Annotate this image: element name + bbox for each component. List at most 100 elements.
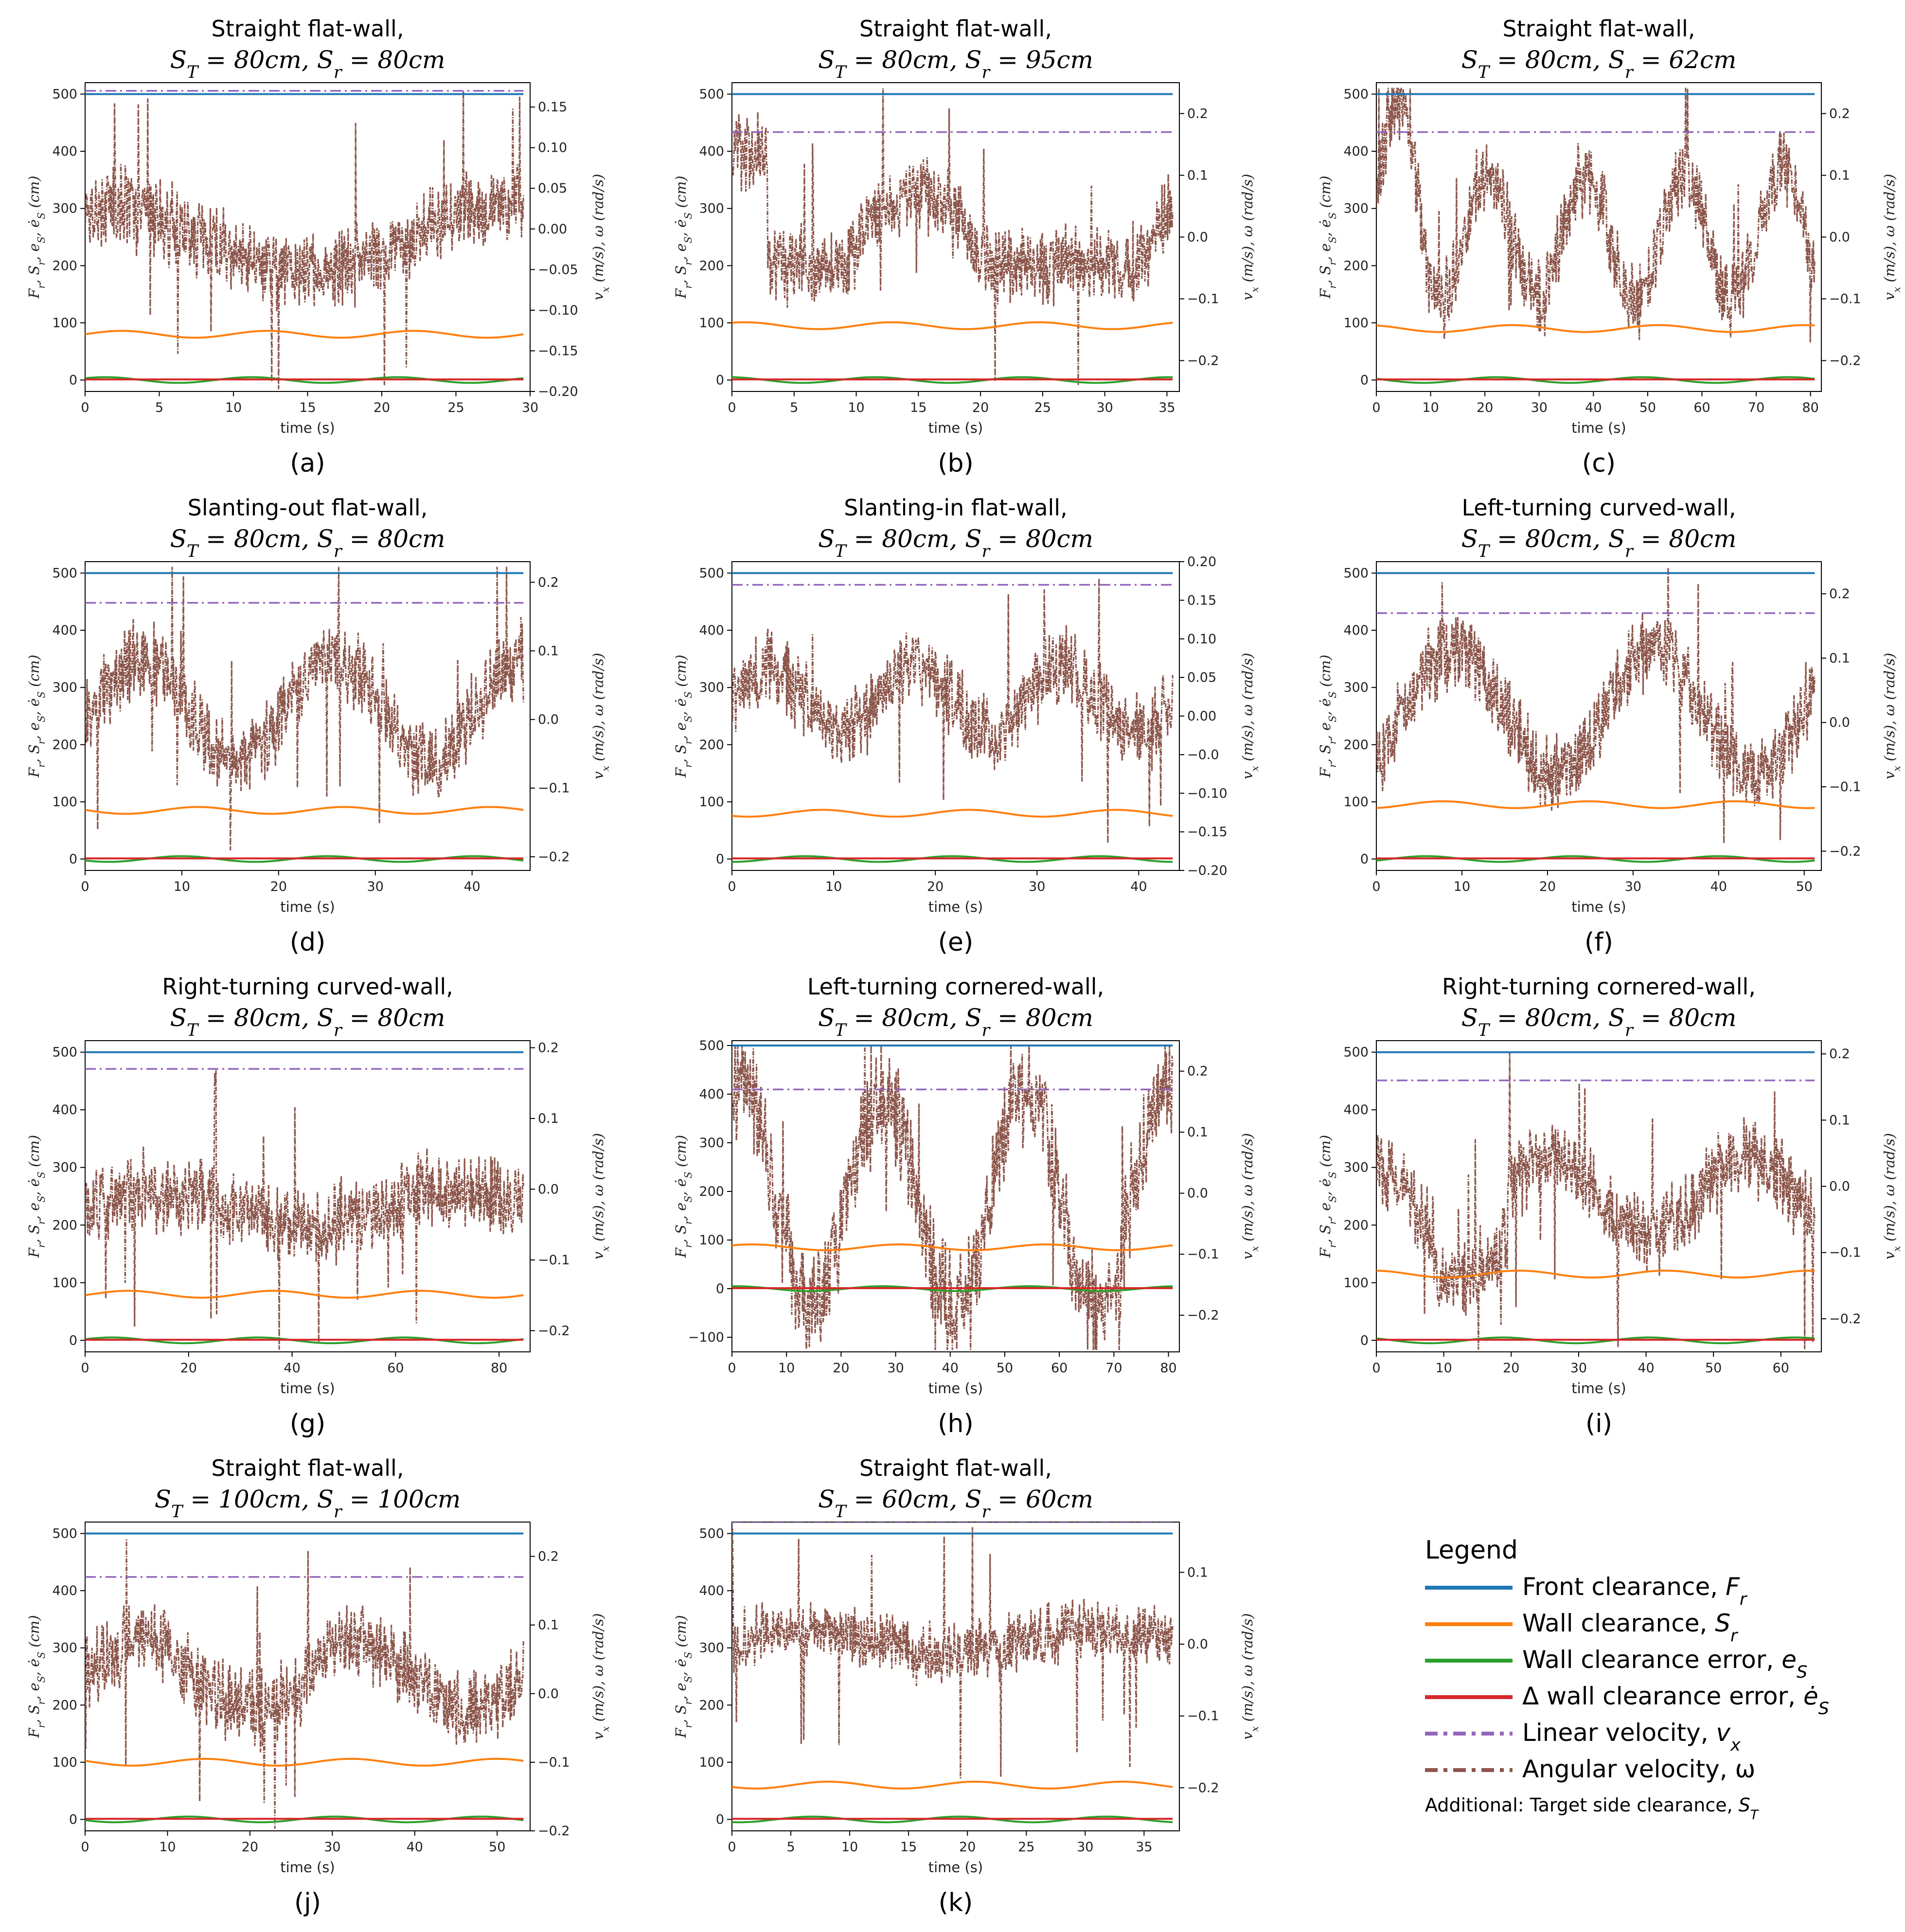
x-axis-label: time (s) bbox=[1571, 1380, 1626, 1397]
x-tick-label: 10 bbox=[1435, 1361, 1452, 1376]
y2-tick-label: 0.1 bbox=[538, 1618, 559, 1633]
x-tick-label: 10 bbox=[159, 1840, 176, 1855]
panel-caption: (e) bbox=[938, 928, 974, 957]
y2-tick-label: 0.2 bbox=[538, 1041, 559, 1056]
plot-frame bbox=[1376, 82, 1822, 392]
chart-title: Right-turning cornered-wall, bbox=[1442, 974, 1756, 1000]
x-tick-label: 50 bbox=[1705, 1361, 1722, 1376]
y2-tick-label: 0.1 bbox=[1829, 1113, 1850, 1128]
y2-tick-label: −0.2 bbox=[1187, 354, 1219, 369]
y2-tick-label: −0.2 bbox=[1187, 1308, 1219, 1323]
legend-item-label: Front clearance, Fr bbox=[1522, 1573, 1748, 1609]
x-tick-label: 25 bbox=[1018, 1840, 1034, 1855]
wall-clearance-error-line bbox=[85, 376, 524, 384]
x-tick-label: 0 bbox=[728, 879, 736, 894]
y-tick-label: 100 bbox=[699, 795, 724, 810]
chart-title: Slanting-out flat-wall, bbox=[188, 495, 428, 521]
y-tick-label: 500 bbox=[52, 1526, 77, 1542]
y-tick-label: 200 bbox=[1343, 258, 1369, 273]
y-tick-label: 200 bbox=[699, 737, 724, 752]
x-tick-label: 10 bbox=[848, 400, 864, 415]
y2-tick-label: 0.2 bbox=[1187, 1064, 1208, 1079]
y-tick-label: 0 bbox=[716, 1281, 724, 1296]
y-tick-label: 300 bbox=[52, 680, 77, 695]
y-tick-label: −100 bbox=[688, 1330, 724, 1345]
legend-item-label: Linear velocity, vx bbox=[1522, 1719, 1741, 1755]
y2-tick-label: 0.1 bbox=[1187, 1125, 1208, 1140]
y2-tick-label: 0.00 bbox=[538, 222, 567, 237]
x-tick-label: 30 bbox=[367, 879, 384, 894]
y-axis-label-left: Fr, Sr, eS, ėS (cm) bbox=[1317, 176, 1338, 299]
y2-tick-label: −0.2 bbox=[1829, 1312, 1861, 1327]
y-tick-label: 200 bbox=[1343, 737, 1369, 752]
y-tick-label: 100 bbox=[1343, 316, 1369, 331]
wall-clearance-line bbox=[732, 321, 1173, 330]
x-tick-label: 0 bbox=[728, 1361, 736, 1376]
y2-tick-label: 0.2 bbox=[538, 1549, 559, 1564]
y-tick-label: 400 bbox=[1343, 1102, 1369, 1117]
x-tick-label: 60 bbox=[387, 1361, 404, 1376]
y2-tick-label: −0.1 bbox=[538, 1755, 570, 1770]
series-group bbox=[85, 1051, 524, 1350]
chart-panel-c: Straight flat-wall, ST = 80cm, Sr = 62cm 0… bbox=[1317, 16, 1903, 478]
y2-tick-label: −0.0 bbox=[1187, 747, 1219, 762]
wall-clearance-error-line bbox=[732, 855, 1173, 863]
chart-title: Straight flat-wall, bbox=[212, 1455, 404, 1481]
angular-velocity-line bbox=[85, 1068, 524, 1350]
x-tick-label: 20 bbox=[959, 1840, 976, 1855]
chart-title: Slanting-in flat-wall, bbox=[844, 495, 1067, 521]
wall-clearance-error-line bbox=[732, 376, 1173, 384]
y2-tick-label: 0.0 bbox=[1829, 230, 1850, 245]
y-axis-label-right: vx (m/s), ω (rad/s) bbox=[590, 653, 611, 779]
y-axis-label-left: Fr, Sr, eS, ėS (cm) bbox=[1317, 1135, 1338, 1258]
y-axis-label-left: Fr, Sr, eS, ėS (cm) bbox=[673, 655, 694, 778]
x-tick-label: 25 bbox=[447, 400, 464, 415]
x-tick-label: 5 bbox=[786, 1840, 795, 1855]
x-tick-label: 50 bbox=[1796, 879, 1813, 894]
y-axis-label-left: Fr, Sr, eS, ėS (cm) bbox=[673, 176, 694, 299]
y2-tick-label: −0.2 bbox=[1829, 354, 1861, 369]
plot-frame bbox=[731, 1522, 1180, 1831]
y2-tick-label: −0.10 bbox=[538, 303, 578, 318]
y-tick-label: 500 bbox=[52, 1045, 77, 1060]
y2-tick-label: −0.2 bbox=[538, 1824, 570, 1839]
y-tick-label: 0 bbox=[69, 1812, 77, 1827]
x-tick-label: 50 bbox=[1639, 400, 1656, 415]
y-tick-label: 100 bbox=[699, 1233, 724, 1248]
legend-item-label: Angular velocity, ω bbox=[1522, 1755, 1755, 1783]
y-tick-label: 500 bbox=[699, 1526, 724, 1542]
plot-frame bbox=[731, 561, 1180, 871]
x-tick-label: 20 bbox=[927, 879, 944, 894]
y-tick-label: 0 bbox=[716, 1812, 724, 1827]
y-tick-label: 500 bbox=[699, 566, 724, 581]
x-tick-label: 0 bbox=[1372, 879, 1380, 894]
x-tick-label: 80 bbox=[1802, 400, 1819, 415]
y2-tick-label: −0.05 bbox=[538, 262, 578, 277]
panel-caption: (d) bbox=[290, 928, 326, 957]
chart-title: Straight flat-wall, bbox=[859, 16, 1052, 42]
x-tick-label: 30 bbox=[1029, 879, 1045, 894]
y-tick-label: 200 bbox=[699, 1184, 724, 1199]
y-tick-label: 200 bbox=[52, 1698, 77, 1713]
y-tick-label: 0 bbox=[1360, 1333, 1369, 1348]
y-tick-label: 0 bbox=[1360, 851, 1369, 867]
wall-clearance-line bbox=[1376, 800, 1815, 809]
y2-tick-label: 0.2 bbox=[1829, 1046, 1850, 1062]
x-tick-label: 70 bbox=[1105, 1361, 1122, 1376]
x-tick-label: 30 bbox=[1531, 400, 1548, 415]
x-axis-label: time (s) bbox=[928, 1380, 983, 1397]
chart-subtitle: ST = 80cm, Sr = 80cm bbox=[170, 46, 445, 82]
chart-title: Right-turning curved-wall, bbox=[162, 974, 453, 1000]
y-axis-label-right: vx (m/s), ω (rad/s) bbox=[1881, 1133, 1903, 1259]
y-axis-label-right: vx (m/s), ω (rad/s) bbox=[1239, 653, 1261, 779]
y-tick-label: 100 bbox=[52, 1276, 77, 1291]
x-tick-label: 10 bbox=[1422, 400, 1439, 415]
y-tick-label: 400 bbox=[699, 1087, 724, 1102]
y-tick-label: 0 bbox=[716, 372, 724, 388]
y-tick-label: 300 bbox=[699, 201, 724, 216]
y2-tick-label: −0.1 bbox=[1829, 1245, 1861, 1260]
wall-clearance-line bbox=[85, 1290, 524, 1299]
wall-clearance-error-line bbox=[732, 1285, 1173, 1293]
y-tick-label: 100 bbox=[699, 316, 724, 331]
